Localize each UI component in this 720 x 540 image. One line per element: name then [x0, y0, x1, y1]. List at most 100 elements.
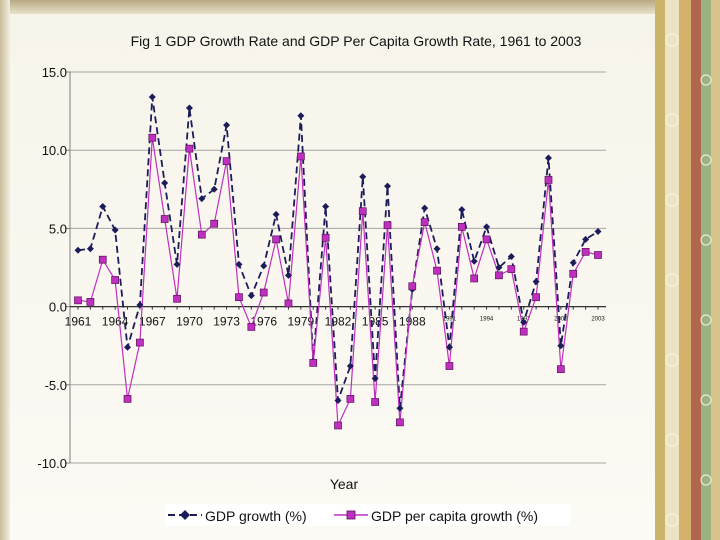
- data-point-gdp-growth: [148, 93, 156, 101]
- data-point-gdp-growth: [322, 203, 330, 211]
- data-point-gdp-per-capita: [173, 294, 181, 303]
- x-tick-label: 1982: [325, 315, 352, 329]
- data-point-gdp-growth: [210, 185, 218, 193]
- legend-label-gdp-growth: GDP growth (%): [205, 508, 307, 524]
- data-point-gdp-growth: [569, 259, 577, 267]
- data-point-gdp-per-capita: [581, 248, 590, 256]
- data-point-gdp-per-capita: [408, 282, 417, 291]
- y-tick-label: 5.0: [49, 221, 67, 236]
- data-point-gdp-per-capita: [482, 235, 491, 244]
- data-point-gdp-growth: [532, 278, 540, 286]
- data-point-gdp-growth: [86, 245, 94, 253]
- data-point-gdp-growth: [421, 204, 429, 212]
- data-point-gdp-per-capita: [495, 271, 503, 280]
- data-point-gdp-growth: [297, 112, 305, 120]
- data-point-gdp-growth: [507, 253, 515, 261]
- y-tick-label: -5.0: [45, 378, 67, 393]
- data-point-gdp-growth: [445, 343, 453, 351]
- data-point-gdp-per-capita: [222, 157, 231, 165]
- x-tick-label: 2003: [591, 317, 605, 323]
- data-point-gdp-per-capita: [284, 299, 293, 308]
- data-point-gdp-per-capita: [532, 293, 540, 302]
- data-point-gdp-growth: [458, 206, 466, 214]
- x-tick-label: 2000: [554, 317, 568, 323]
- data-point-gdp-growth: [359, 173, 367, 181]
- legend-label-gdp-per-capita: GDP per capita growth (%): [371, 508, 538, 524]
- data-point-gdp-growth: [136, 301, 144, 309]
- data-point-gdp-per-capita: [396, 418, 404, 427]
- data-point-gdp-growth: [111, 226, 119, 234]
- data-point-gdp-per-capita: [247, 323, 256, 331]
- data-point-gdp-per-capita: [235, 293, 243, 302]
- y-tick-label: 0.0: [49, 300, 67, 315]
- data-point-gdp-per-capita: [160, 215, 169, 223]
- data-point-gdp-growth: [495, 264, 503, 271]
- data-point-gdp-per-capita: [519, 327, 528, 336]
- data-point-gdp-per-capita: [259, 288, 268, 297]
- data-point-gdp-growth: [260, 262, 268, 270]
- data-point-gdp-growth: [74, 246, 82, 254]
- data-point-gdp-per-capita: [297, 152, 305, 161]
- data-point-gdp-per-capita: [334, 421, 342, 430]
- series-lines: [77, 96, 599, 426]
- data-point-gdp-growth: [247, 292, 255, 300]
- data-point-gdp-per-capita: [383, 221, 392, 230]
- series-markers: [74, 93, 602, 430]
- slide-frame-left: [0, 0, 10, 540]
- data-point-gdp-growth: [124, 343, 132, 351]
- data-point-gdp-per-capita: [433, 266, 441, 275]
- x-tick-label: 1991: [443, 317, 457, 323]
- x-tick-label: 1994: [480, 317, 494, 323]
- x-tick-label: 1976: [250, 315, 277, 329]
- data-point-gdp-per-capita: [86, 298, 95, 306]
- data-point-gdp-growth: [346, 362, 354, 370]
- data-point-gdp-per-capita: [210, 219, 219, 228]
- decorative-pattern-strip: [655, 0, 720, 540]
- data-point-gdp-per-capita: [111, 276, 119, 284]
- x-tick-label: 1964: [102, 315, 129, 329]
- data-point-gdp-per-capita: [594, 251, 602, 259]
- legend-swatch-marker-gdp-per-capita: [346, 510, 356, 520]
- data-point-gdp-growth: [582, 235, 590, 243]
- data-point-gdp-per-capita: [358, 207, 367, 216]
- data-point-gdp-per-capita: [457, 222, 466, 231]
- data-point-gdp-growth: [594, 228, 602, 236]
- data-point-gdp-per-capita: [420, 218, 429, 226]
- data-point-gdp-growth: [99, 203, 107, 211]
- data-point-gdp-per-capita: [569, 269, 578, 278]
- slide-frame-top: [0, 0, 655, 14]
- data-point-gdp-per-capita: [148, 133, 157, 142]
- x-tick-label: 1970: [176, 315, 203, 329]
- legend-item-gdp-per-capita: GDP per capita growth (%): [334, 508, 538, 524]
- data-point-gdp-growth: [185, 104, 193, 112]
- data-point-gdp-growth: [284, 271, 292, 279]
- data-point-gdp-growth: [520, 318, 528, 326]
- x-tick-label: 1985: [362, 315, 389, 329]
- data-point-gdp-per-capita: [185, 144, 194, 153]
- series-line-gdp-per-capita: [77, 137, 599, 426]
- data-point-gdp-growth: [483, 223, 491, 231]
- x-tick-label: 1967: [139, 315, 166, 329]
- decorative-pattern-svg: [655, 0, 720, 540]
- data-point-gdp-growth: [198, 195, 206, 203]
- y-tick-label: 10.0: [42, 143, 67, 158]
- data-point-gdp-per-capita: [272, 235, 280, 244]
- data-point-gdp-growth: [557, 342, 565, 350]
- y-tick-label: -10.0: [37, 456, 67, 471]
- x-tick-label: 1988: [399, 315, 426, 329]
- data-point-gdp-per-capita: [98, 255, 107, 264]
- x-tick-label: 1973: [213, 315, 240, 329]
- data-point-gdp-growth: [396, 404, 404, 412]
- data-point-gdp-growth: [161, 179, 169, 187]
- axes: [65, 71, 606, 464]
- data-point-gdp-per-capita: [346, 395, 355, 403]
- data-point-gdp-growth: [334, 396, 342, 404]
- legend: GDP growth (%) GDP per capita growth (%): [165, 504, 570, 526]
- series-line-gdp-growth: [77, 96, 599, 409]
- data-point-gdp-per-capita: [544, 176, 553, 184]
- y-tick-labels: 15.0 10.0 5.0 0.0 -5.0 -10.0: [37, 65, 67, 471]
- data-point-gdp-growth: [272, 210, 280, 218]
- data-point-gdp-per-capita: [445, 362, 454, 370]
- legend-item-gdp-growth: GDP growth (%): [168, 508, 307, 524]
